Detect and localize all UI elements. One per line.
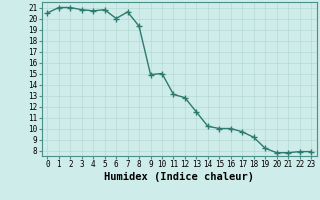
X-axis label: Humidex (Indice chaleur): Humidex (Indice chaleur) [104,172,254,182]
